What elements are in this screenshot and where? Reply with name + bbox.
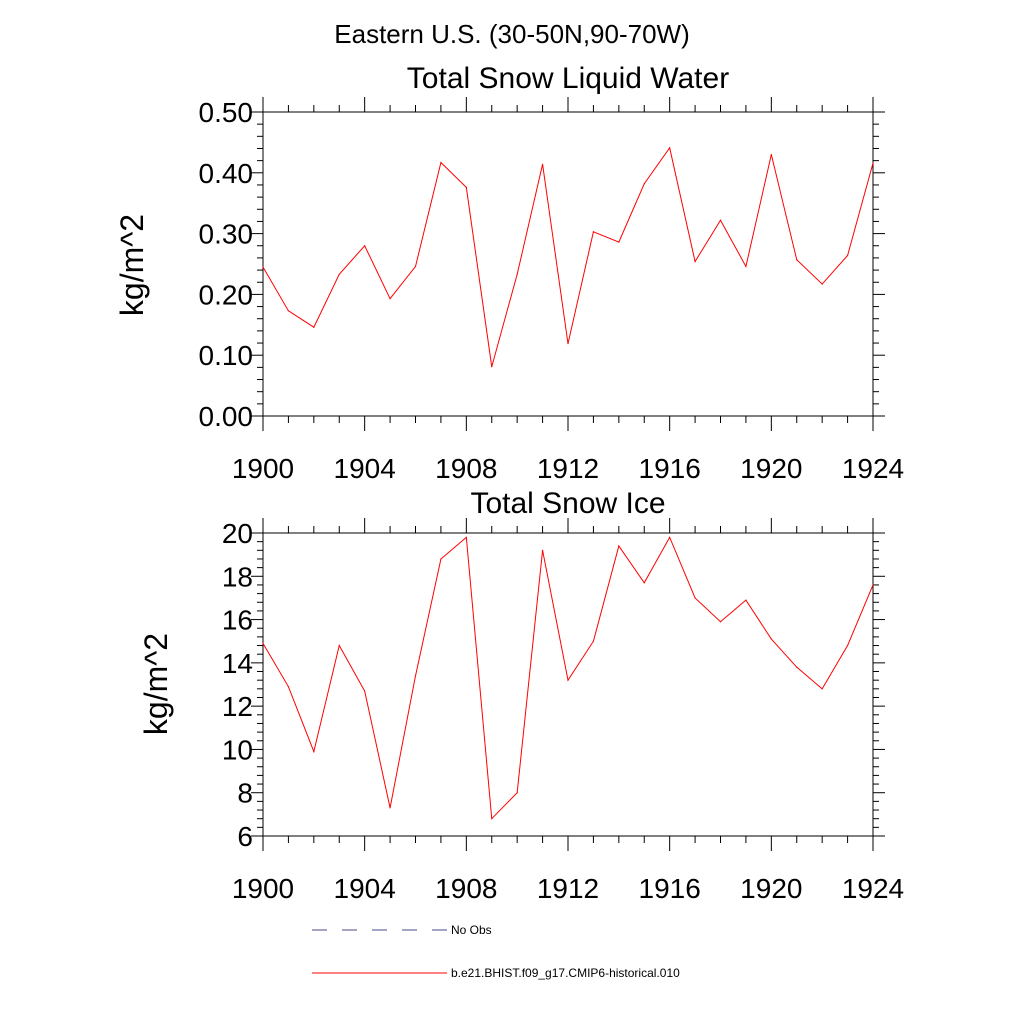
y-tick-label: 0.10 bbox=[199, 340, 254, 371]
data-point bbox=[313, 326, 315, 328]
y-tick-label: 20 bbox=[222, 518, 253, 549]
y-tick-label: 8 bbox=[237, 778, 253, 809]
y-tick-label: 0.00 bbox=[199, 401, 254, 432]
data-point bbox=[313, 750, 315, 753]
plot-frame bbox=[262, 111, 874, 417]
x-tick-label: 1912 bbox=[537, 453, 599, 484]
y-tick-label: 6 bbox=[237, 821, 253, 852]
y-tick-label: 0.20 bbox=[199, 279, 254, 310]
data-point bbox=[643, 582, 645, 584]
y-tick-label: 14 bbox=[222, 648, 253, 679]
figure-suptitle: Eastern U.S. (30-50N,90-70W) bbox=[334, 19, 689, 49]
chart-title: Total Snow Liquid Water bbox=[407, 62, 729, 95]
data-point bbox=[643, 183, 645, 185]
x-tick-label: 1920 bbox=[740, 873, 802, 904]
data-point bbox=[389, 807, 391, 809]
data-point bbox=[414, 265, 417, 268]
data-point bbox=[872, 584, 874, 586]
y-tick-label: 0.50 bbox=[199, 97, 254, 128]
y-axis-label: kg/m^2 bbox=[138, 633, 174, 735]
x-tick-label: 1900 bbox=[232, 453, 294, 484]
x-tick-label: 1924 bbox=[842, 453, 904, 484]
data-point bbox=[491, 366, 493, 368]
data-point bbox=[389, 298, 391, 300]
panel-snow-liquid-water: Total Snow Liquid Water kg/m^2 1900 1904 1… bbox=[114, 62, 904, 484]
y-tick-label: 0.30 bbox=[199, 219, 254, 250]
data-point bbox=[846, 254, 849, 257]
data-point bbox=[796, 666, 798, 668]
y-tick-label: 10 bbox=[222, 734, 253, 765]
data-point bbox=[516, 273, 518, 275]
y-tick-label: 16 bbox=[222, 605, 253, 636]
data-point bbox=[567, 343, 569, 345]
data-point bbox=[669, 536, 671, 538]
data-point bbox=[287, 310, 290, 312]
data-point bbox=[338, 273, 340, 275]
x-tick-label: 1912 bbox=[537, 873, 599, 904]
data-point bbox=[745, 265, 747, 268]
data-point bbox=[846, 644, 849, 647]
legend-label-model: b.e21.BHIST.f09_g17.CMIP6-historical.010 bbox=[451, 966, 680, 980]
data-point bbox=[694, 260, 696, 263]
series-line bbox=[262, 536, 874, 820]
data-point bbox=[592, 640, 595, 642]
x-tick-label: 1904 bbox=[334, 873, 396, 904]
data-point bbox=[719, 219, 722, 221]
x-tick-label: 1908 bbox=[435, 873, 497, 904]
panel-snow-ice: Total Snow Ice kg/m^2 1900 1904 1908 1912 19… bbox=[138, 487, 904, 904]
x-tick-label: 1920 bbox=[740, 453, 802, 484]
data-point bbox=[669, 147, 671, 149]
data-point bbox=[567, 679, 569, 681]
data-point bbox=[414, 675, 417, 677]
data-point bbox=[364, 690, 366, 692]
y-axis-label: kg/m^2 bbox=[114, 214, 150, 316]
data-point bbox=[440, 558, 442, 560]
x-tick-label: 1916 bbox=[639, 873, 701, 904]
data-point bbox=[262, 266, 264, 268]
data-point bbox=[618, 545, 620, 547]
plot-frame bbox=[262, 532, 874, 837]
y-tick-label: 0.40 bbox=[199, 158, 254, 189]
data-point bbox=[745, 599, 747, 601]
x-tick-label: 1904 bbox=[334, 453, 396, 484]
data-point bbox=[287, 686, 290, 688]
series-line bbox=[262, 146, 874, 367]
x-tick-label: 1900 bbox=[232, 873, 294, 904]
legend: No Obs b.e21.BHIST.f09_g17.CMIP6-histori… bbox=[312, 923, 680, 980]
data-point bbox=[338, 644, 340, 647]
data-point bbox=[821, 283, 823, 285]
data-point bbox=[465, 536, 467, 538]
x-tick-label: 1916 bbox=[639, 453, 701, 484]
data-point bbox=[872, 162, 874, 164]
data-point bbox=[364, 245, 366, 247]
data-point bbox=[770, 153, 772, 156]
data-point bbox=[719, 621, 722, 623]
data-point bbox=[796, 259, 798, 261]
data-point bbox=[541, 549, 544, 551]
data-point bbox=[618, 241, 620, 243]
data-point bbox=[694, 597, 696, 599]
data-point bbox=[491, 818, 493, 820]
legend-label-obs: No Obs bbox=[451, 923, 492, 937]
y-tick-label: 18 bbox=[222, 561, 253, 592]
chart-title: Total Snow Ice bbox=[470, 487, 665, 520]
x-tick-label: 1924 bbox=[842, 873, 904, 904]
data-point bbox=[592, 231, 595, 233]
data-point bbox=[440, 161, 442, 164]
x-tick-label: 1908 bbox=[435, 453, 497, 484]
data-point bbox=[821, 688, 823, 690]
data-point bbox=[770, 638, 772, 640]
y-tick-label: 12 bbox=[222, 691, 253, 722]
data-point bbox=[262, 642, 264, 644]
data-point bbox=[541, 163, 544, 165]
data-point bbox=[516, 792, 518, 794]
data-point bbox=[465, 186, 467, 188]
